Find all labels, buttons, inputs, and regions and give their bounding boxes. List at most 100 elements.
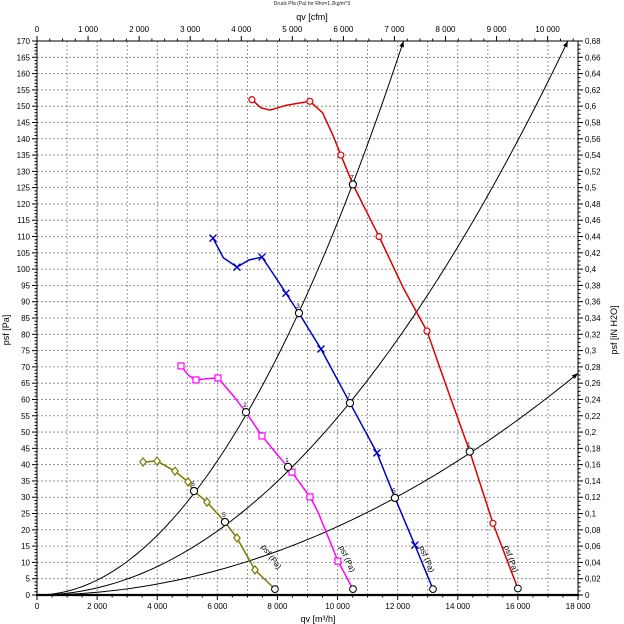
operating-point [294, 308, 304, 318]
tick-label-bottom: 12 000 [385, 602, 410, 611]
tick-label-bottom: 18 000 [566, 602, 591, 611]
system-curve-arrowhead [563, 41, 568, 48]
tick-label-right: 0,44 [585, 233, 601, 242]
marker-square [214, 374, 222, 382]
tick-label-right: 0,24 [585, 395, 601, 404]
fan-curve-red: psf (Pa) [248, 96, 522, 593]
tick-label-right: 0,64 [585, 70, 601, 79]
tick-label-left: 115 [17, 216, 30, 225]
tick-label-bottom: 0 [35, 602, 40, 611]
tick-label-right: 0,1 [585, 510, 597, 519]
tick-label-left: 65 [21, 379, 30, 388]
y-axis-right-title: psf [iN H2O] [609, 305, 619, 354]
tick-label-right: 0,54 [585, 151, 601, 160]
system-curve-3 [36, 372, 579, 596]
curve-end-marker [271, 585, 279, 594]
tick-label-right: 0,22 [585, 412, 601, 421]
tick-label-left: 90 [21, 298, 30, 307]
operating-point-label: 1 [467, 442, 471, 449]
marker-square [288, 468, 296, 476]
tick-label-top: 8 000 [435, 25, 456, 34]
tick-label-left: 125 [17, 184, 31, 193]
curve-end-marker [349, 585, 357, 594]
tick-label-left: 70 [21, 363, 30, 372]
operating-point-label: 5 [222, 512, 226, 519]
tick-label-left: 120 [17, 200, 31, 209]
marker-square [334, 557, 342, 565]
tick-label-right: 0,34 [585, 314, 601, 323]
operating-point [345, 398, 355, 408]
marker-diamond [250, 564, 259, 575]
tick-label-right: 0,2 [585, 428, 597, 437]
tick-label-right: 0,12 [585, 493, 601, 502]
tick-label-top: 5 000 [282, 25, 303, 34]
tick-label-left: 140 [17, 135, 31, 144]
tick-label-left: 75 [21, 347, 30, 356]
tick-label-bottom: 16 000 [506, 602, 531, 611]
tick-label-top: 1 000 [78, 25, 99, 34]
marker-diamond [203, 497, 211, 508]
tick-label-right: 0,3 [585, 347, 597, 356]
operating-point [390, 493, 400, 503]
marker-x [317, 344, 325, 353]
grid [37, 41, 578, 595]
tick-label-right: 0,46 [585, 216, 601, 225]
tick-label-left: 35 [21, 477, 30, 486]
tick-label-left: 160 [17, 70, 31, 79]
tick-label-left: 100 [17, 265, 31, 274]
tick-label-right: 0,42 [585, 249, 601, 258]
tick-label-right: 0 [585, 591, 590, 600]
marker-square [306, 493, 314, 501]
tick-label-left: 20 [21, 526, 30, 535]
tick-label-left: 170 [17, 37, 31, 46]
tick-label-left: 50 [21, 428, 30, 437]
tick-label-left: 55 [21, 412, 30, 421]
marker-diamond [153, 456, 161, 467]
tick-label-top: 0 [35, 25, 40, 34]
tick-label-right: 0,38 [585, 281, 601, 290]
marker-square [192, 376, 200, 384]
tick-label-right: 0,6 [585, 102, 597, 111]
y-axis-left-title: psf [Pa] [1, 315, 11, 346]
marker-x [232, 263, 241, 272]
marker-circle [375, 232, 383, 241]
operating-point-label: 3 [296, 303, 300, 310]
tick-label-left: 145 [17, 118, 31, 127]
marker-x [281, 289, 290, 298]
tick-label-top: 3 000 [180, 25, 201, 34]
tick-label-right: 0,18 [585, 444, 601, 453]
tick-label-top: 7 000 [384, 25, 405, 34]
tick-label-left: 110 [17, 233, 30, 242]
tick-label-right: 0,36 [585, 298, 601, 307]
marker-x [372, 448, 381, 457]
tick-label-right: 0,28 [585, 363, 601, 372]
tick-label-right: 0,02 [585, 575, 601, 584]
tick-label-right: 0,52 [585, 167, 601, 176]
tick-label-top: 4 000 [231, 25, 252, 34]
marker-diamond [184, 476, 192, 487]
marker-circle [248, 96, 256, 104]
operating-point-label: 7 [347, 393, 351, 400]
curve-end-marker [429, 585, 437, 594]
marker-diamond [232, 533, 241, 543]
tick-label-top: 10 000 [535, 25, 560, 34]
axis-ticks [32, 36, 583, 600]
tick-label-top: 6 000 [333, 25, 354, 34]
tick-label-right: 0,48 [585, 200, 601, 209]
x-axis-bottom-title: qv [m³/h] [300, 614, 335, 624]
tick-label-bottom: 2 000 [87, 602, 108, 611]
fan-curve-olive-line [142, 460, 276, 590]
tick-label-right: 0,58 [585, 118, 601, 127]
tick-label-right: 0,16 [585, 461, 601, 470]
tick-label-right: 0,56 [585, 135, 601, 144]
tick-label-left: 25 [21, 510, 30, 519]
tick-label-right: 0,26 [585, 379, 601, 388]
tick-label-right: 0,04 [585, 558, 601, 567]
system-curve-arrowhead [399, 41, 404, 48]
tick-label-right: 0,5 [585, 184, 597, 193]
tick-label-left: 95 [21, 281, 30, 290]
tick-label-right: 0,06 [585, 542, 601, 551]
tick-label-left: 30 [21, 493, 30, 502]
